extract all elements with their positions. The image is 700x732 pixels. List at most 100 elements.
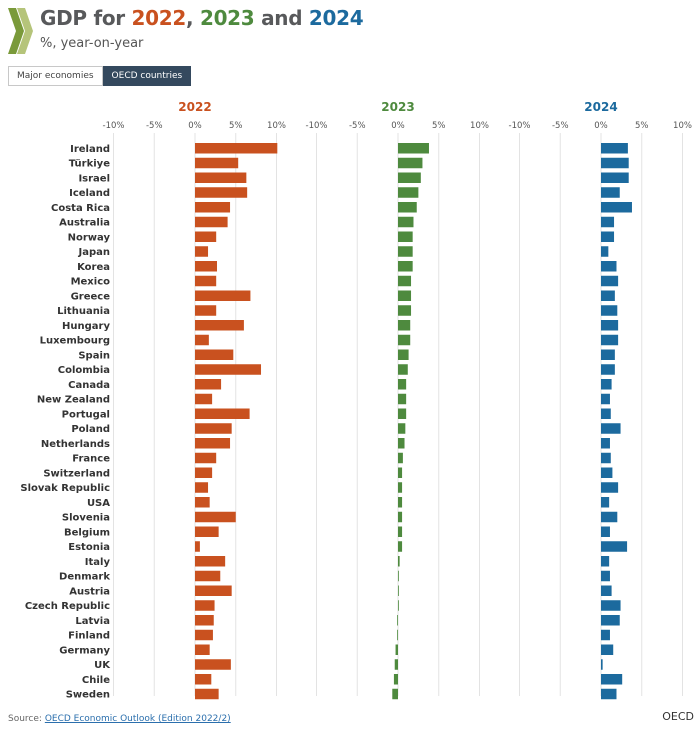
bar-2022 <box>195 674 212 685</box>
category-label: Türkiye <box>69 159 111 170</box>
panel-header-2022: 2022 <box>178 100 211 114</box>
category-label: UK <box>94 660 111 671</box>
bar-2023 <box>398 497 403 508</box>
gdp-bar-chart: -10% -5% 0% 5% 10% 2022 -10% -5% 0% 5% 10% 2023 -10%… <box>20 100 692 701</box>
category-label: Chile <box>82 675 110 686</box>
bar-2022 <box>195 275 217 287</box>
bar-2022 <box>195 585 232 596</box>
x-tick-label: 5% <box>229 121 243 131</box>
bar-2023 <box>397 615 398 626</box>
bar-2022 <box>195 482 209 493</box>
bar-2022 <box>195 644 210 655</box>
category-label: Estonia <box>68 542 110 553</box>
bar-2024 <box>601 482 619 493</box>
page-title: GDP for 2022, 2023 and 2024 <box>40 6 364 30</box>
category-label: Portugal <box>62 409 110 420</box>
category-label: Switzerland <box>43 468 110 479</box>
bar-2023 <box>398 172 421 183</box>
category-label: Luxembourg <box>40 336 110 347</box>
category-label: Norway <box>68 232 111 243</box>
tab-oecd-countries[interactable]: OECD countries <box>102 66 192 86</box>
bar-2022 <box>195 629 213 641</box>
bar-2024 <box>601 438 610 449</box>
bar-2023 <box>398 570 399 582</box>
title-prefix: GDP for <box>40 6 132 30</box>
category-label: Israel <box>78 173 110 184</box>
bar-2023 <box>398 275 412 287</box>
x-tick-label: 0% <box>188 121 202 131</box>
bar-2023 <box>398 305 412 316</box>
x-tick-label: -10% <box>306 121 328 131</box>
category-label: Sweden <box>66 690 110 701</box>
bar-2023 <box>398 143 429 154</box>
category-label: Latvia <box>75 616 110 627</box>
x-tick-label: -10% <box>509 121 531 131</box>
bar-2022 <box>195 143 278 154</box>
category-label: Italy <box>85 557 111 568</box>
bar-2023 <box>395 644 398 655</box>
page-subtitle: %, year-on-year <box>40 36 144 51</box>
bar-2024 <box>601 585 612 596</box>
bar-2022 <box>195 364 262 375</box>
bar-2022 <box>195 526 219 537</box>
bar-2023 <box>398 600 399 611</box>
bar-2022 <box>195 172 247 183</box>
bar-2024 <box>601 526 610 537</box>
bar-2023 <box>392 688 398 700</box>
category-label: Costa Rica <box>51 203 110 214</box>
bar-2024 <box>601 541 628 552</box>
category-label: Lithuania <box>57 306 110 317</box>
bar-2024 <box>601 231 615 242</box>
bar-2024 <box>601 349 615 360</box>
bar-2024 <box>601 187 620 198</box>
category-label: Slovenia <box>62 513 110 524</box>
bar-2024 <box>601 305 618 316</box>
x-tick-label: 0% <box>594 121 608 131</box>
x-tick-label: 10% <box>267 121 286 131</box>
x-tick-label: 10% <box>673 121 692 131</box>
category-label: Spain <box>78 350 110 361</box>
bar-2022 <box>195 305 217 316</box>
category-label: Netherlands <box>41 439 110 450</box>
category-label: France <box>72 454 110 465</box>
oecd-footer-logo: OECD <box>662 710 694 723</box>
category-label: Denmark <box>59 572 110 583</box>
bar-2023 <box>393 674 398 685</box>
bar-2022 <box>195 423 232 434</box>
category-label: Mexico <box>71 277 111 288</box>
bar-2024 <box>601 172 629 183</box>
category-label: Australia <box>59 218 110 229</box>
x-tick-label: -5% <box>349 121 366 131</box>
category-label: Poland <box>71 424 110 435</box>
bar-2024 <box>601 570 610 582</box>
source-link[interactable]: OECD Economic Outlook (Edition 2022/2) <box>44 714 231 724</box>
bar-2022 <box>195 157 239 169</box>
bar-2024 <box>601 275 619 287</box>
category-label: Iceland <box>69 188 110 199</box>
bar-2024 <box>601 202 632 213</box>
bar-2022 <box>195 615 214 626</box>
bar-2022 <box>195 187 248 198</box>
bar-2024 <box>601 334 619 346</box>
bar-2023 <box>398 261 413 272</box>
bar-2023 <box>398 511 403 523</box>
bar-2022 <box>195 438 231 449</box>
bar-2024 <box>601 216 615 228</box>
bar-2022 <box>195 600 215 611</box>
category-label: Czech Republic <box>25 601 110 612</box>
bar-2022 <box>195 246 209 257</box>
x-tick-label: -5% <box>146 121 163 131</box>
panel-header-2023: 2023 <box>381 100 414 114</box>
bar-2024 <box>601 497 610 508</box>
bar-2024 <box>601 674 623 685</box>
bar-2022 <box>195 320 244 331</box>
bar-2024 <box>601 644 614 655</box>
bar-2023 <box>398 585 399 596</box>
bar-2023 <box>398 467 403 478</box>
bar-2024 <box>601 659 603 670</box>
bar-2024 <box>601 629 610 641</box>
tab-major-economies[interactable]: Major economies <box>8 66 103 86</box>
bar-2023 <box>398 320 411 331</box>
economy-tabs: Major economies OECD countries <box>8 66 192 86</box>
bar-2023 <box>398 556 400 567</box>
